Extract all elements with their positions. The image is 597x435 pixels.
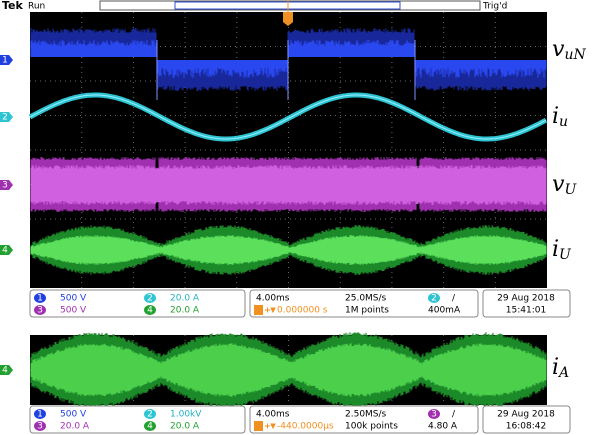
channel-scale: 20.0 A: [170, 294, 200, 304]
channel-scale: 20.0 A: [170, 306, 200, 316]
trace-subscript: U: [559, 247, 572, 263]
waveform-ch3-core: [31, 165, 546, 205]
trace-subscript: uN: [564, 47, 586, 63]
record-length: 100k points: [345, 422, 398, 432]
trigger-source: 3: [431, 410, 437, 420]
channel-number: 2: [147, 410, 153, 420]
trace-subscript: U: [564, 182, 577, 198]
timebase: 4.00ms: [256, 294, 290, 304]
channel-number: 3: [37, 422, 43, 432]
date: 29 Aug 2018: [497, 294, 555, 304]
timebase: 4.00ms: [256, 410, 290, 420]
channel-scale: 1.00kV: [170, 410, 202, 420]
channel-scale: 500 V: [60, 306, 87, 316]
channel-number: 3: [37, 306, 43, 316]
trace-label: iu: [552, 104, 568, 130]
trigger-icon: [254, 305, 263, 315]
page: {"header": {"brand": "Tek", "status": "R…: [0, 0, 597, 435]
trigger-level: 400mA: [428, 306, 461, 316]
trigger-state: Trig'd: [482, 2, 507, 12]
trace-symbol: v: [552, 37, 565, 62]
channel-number: 1: [37, 410, 43, 420]
trace-symbol: v: [552, 172, 565, 197]
channel-number: 1: [37, 294, 43, 304]
trigger-icon: [254, 421, 263, 431]
trace-symbol: i: [552, 104, 559, 129]
time: 15:41:01: [506, 306, 546, 316]
trigger-level: 4.80 A: [428, 422, 458, 432]
channel-scale: 500 V: [60, 410, 87, 420]
trace-subscript: u: [559, 114, 568, 130]
channel-scale: 20.0 A: [60, 422, 90, 432]
channel-scale: 500 V: [60, 294, 87, 304]
channel-marker-label: 4: [2, 246, 8, 256]
channel-number: 2: [147, 294, 153, 304]
trigger-source: 2: [431, 294, 437, 304]
trace-label: vuN: [552, 37, 586, 63]
display-2: 4 iA 1 500 V 3 20.0 A 2 1.00kV 4 20.0 A 4.00ms -440…: [0, 332, 570, 433]
time: 16:08:42: [506, 422, 546, 432]
trace-subscript: A: [557, 365, 569, 381]
date: 29 Aug 2018: [497, 410, 555, 420]
channel-marker-label: 3: [2, 181, 8, 191]
channel-marker-label: 1: [2, 56, 8, 66]
sample-rate: 25.0MS/s: [345, 294, 387, 304]
status: Run: [28, 2, 45, 12]
trace-label: iA: [552, 355, 569, 381]
channel-marker-label: 4: [2, 366, 8, 376]
channel-number: 4: [147, 422, 153, 432]
trigger-offset: -440.0000μs: [277, 422, 334, 432]
scope-screenshot: Tek Run Trig'd 1234vuNiuvUiU1500 V3500 V…: [0, 0, 597, 435]
record-length: 1M points: [345, 306, 389, 316]
channel-marker-label: 2: [2, 113, 8, 123]
channel-scale: 20.0 A: [170, 422, 200, 432]
trigger-offset: 0.000000 s: [277, 306, 328, 316]
trace-symbol: i: [552, 237, 559, 262]
channel-number: 4: [147, 306, 153, 316]
trace-label: vU: [552, 172, 577, 198]
trace-symbol: i: [552, 355, 559, 380]
sample-rate: 2.50MS/s: [345, 410, 387, 420]
brand: Tek: [2, 0, 24, 12]
trace-label: iU: [552, 237, 572, 263]
